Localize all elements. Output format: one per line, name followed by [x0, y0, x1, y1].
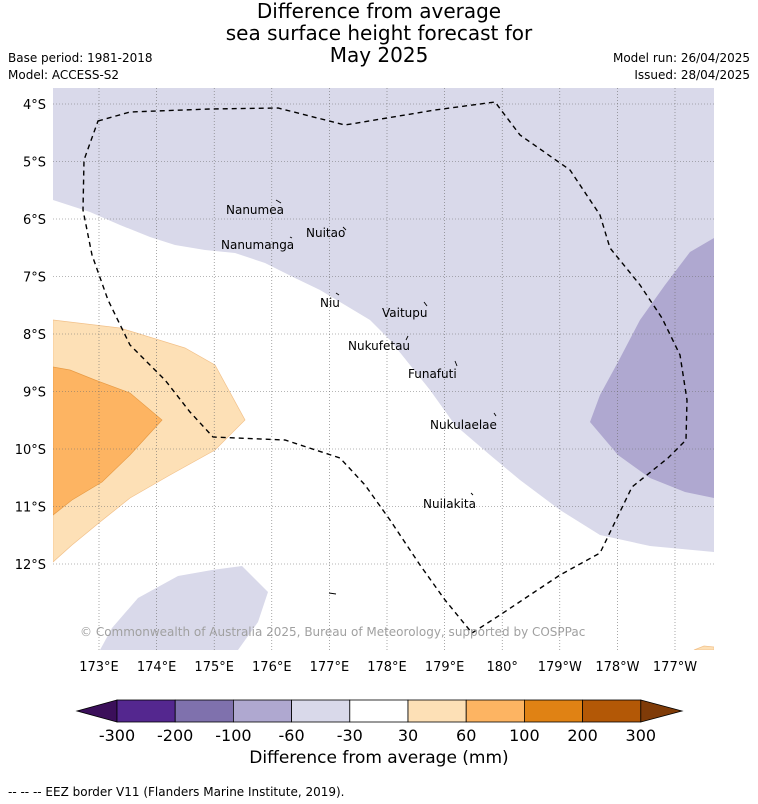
latitude-label: 10°S [15, 443, 46, 458]
latitude-label: 8°S [23, 328, 46, 343]
island-niu [335, 292, 340, 296]
title-line-1: Difference from average [256, 0, 502, 23]
eez-footnote: -- -- -- EEZ border V11 (Flanders Marine… [8, 785, 345, 799]
longitude-label: 175°E [194, 660, 234, 675]
latitude-label: 11°S [15, 501, 46, 516]
title-line-3: May 2025 [329, 43, 429, 67]
island-nanumea [275, 199, 282, 204]
longitude-label: 176°E [252, 660, 292, 675]
graticule [53, 88, 714, 650]
place-label: Nanumea [226, 203, 284, 217]
anomaly-region-medium-positive [53, 366, 163, 516]
colorbar-box [116, 699, 176, 723]
colorbar-title: Difference from average (mm) [249, 748, 509, 768]
longitude-label: 178°W [595, 660, 639, 675]
model-run-label: Model run: 26/04/2025 [612, 51, 750, 65]
eez-border [82, 101, 688, 634]
colorbar-box [524, 699, 584, 723]
colorbar-tick-label: -300 [99, 726, 135, 745]
title-line-2: sea surface height forecast for [225, 21, 533, 45]
island-funafuti [454, 360, 458, 367]
anomaly-region-light-negative [53, 88, 714, 552]
island-nanumanga [289, 236, 293, 239]
island-nuilakita [470, 492, 474, 496]
map-title: Difference from average sea surface heig… [0, 0, 758, 66]
anomaly-speck [693, 645, 714, 650]
longitude-label: 178°E [367, 660, 407, 675]
island-nuitao [342, 226, 347, 231]
place-label: Nukulaelae [430, 418, 497, 432]
anomaly-region-south-patch [100, 566, 268, 650]
place-label: Nuitao [306, 226, 345, 240]
colorbar-box [407, 699, 467, 723]
place-labels: Nanumea Nuitao Nanumanga Niu Vaitupu Nuk… [221, 203, 497, 511]
colorbar-arrow-high [640, 699, 684, 723]
colorbar-box [582, 699, 642, 723]
latitude-label: 6°S [23, 213, 46, 228]
colorbar-tick-label: 60 [456, 726, 476, 745]
island-vaitupu [423, 301, 428, 307]
colorbar-box [465, 699, 525, 723]
meta-right: Model run: 26/04/2025 Issued: 28/04/2025 [613, 50, 750, 84]
colorbar [75, 699, 684, 723]
anomaly-region-medium-negative [590, 238, 714, 498]
place-label: Niu [320, 296, 340, 310]
copyright-notice: © Commonwealth of Australia 2025, Bureau… [80, 625, 585, 639]
anomaly-region-light-positive [53, 319, 246, 563]
latitude-label: 7°S [23, 271, 46, 286]
meta-left: Base period: 1981-2018 Model: ACCESS-S2 [8, 50, 153, 84]
place-label: Nuilakita [423, 497, 476, 511]
base-period-label: Base period: 1981-2018 [8, 51, 153, 65]
latitude-label: 4°S [23, 98, 46, 113]
colorbar-box [174, 699, 234, 723]
colorbar-tick-label: 300 [626, 726, 657, 745]
island-south-speck [328, 592, 337, 595]
colorbar-tick-label: 100 [509, 726, 540, 745]
colorbar-box [291, 699, 351, 723]
colorbar-tick-label: -200 [157, 726, 193, 745]
place-label: Nanumanga [221, 238, 294, 252]
latitude-label: 12°S [15, 558, 46, 573]
longitude-label: 180° [487, 660, 518, 675]
longitude-label: 177°W [653, 660, 697, 675]
place-label: Nukufetau [348, 339, 410, 353]
colorbar-tick-label: 30 [398, 726, 418, 745]
colorbar-box [349, 699, 409, 723]
colorbar-tick-label: -30 [337, 726, 363, 745]
colorbar-tick-labels: -300 -200 -100 -60 -30 30 60 100 200 300 [99, 726, 656, 745]
latitude-label: 9°S [23, 386, 46, 401]
colorbar-arrow-low [75, 699, 118, 723]
map-area: Nanumea Nuitao Nanumanga Niu Vaitupu Nuk… [53, 88, 714, 650]
longitude-label: 179°W [538, 660, 582, 675]
colorbar-tick-label: -100 [215, 726, 251, 745]
longitude-label: 173°E [79, 660, 119, 675]
longitude-label: 177°E [310, 660, 350, 675]
place-label: Funafuti [408, 367, 457, 381]
model-label: Model: ACCESS-S2 [8, 68, 120, 82]
island-nukufetau [405, 335, 409, 341]
latitude-labels: 4°S 5°S 6°S 7°S 8°S 9°S 10°S 11°S 12°S [15, 98, 46, 573]
colorbar-tick-label: 200 [567, 726, 598, 745]
colorbar-box [232, 699, 292, 723]
issued-label: Issued: 28/04/2025 [634, 68, 750, 82]
longitude-labels: 173°E 174°E 175°E 176°E 177°E 178°E 179°E 180° 1… [79, 660, 697, 675]
colorbar-tick-label: -60 [279, 726, 305, 745]
place-label: Vaitupu [382, 306, 428, 320]
island-nukulaelae [493, 412, 497, 417]
longitude-label: 179°E [425, 660, 465, 675]
longitude-label: 174°E [137, 660, 177, 675]
latitude-label: 5°S [23, 156, 46, 171]
